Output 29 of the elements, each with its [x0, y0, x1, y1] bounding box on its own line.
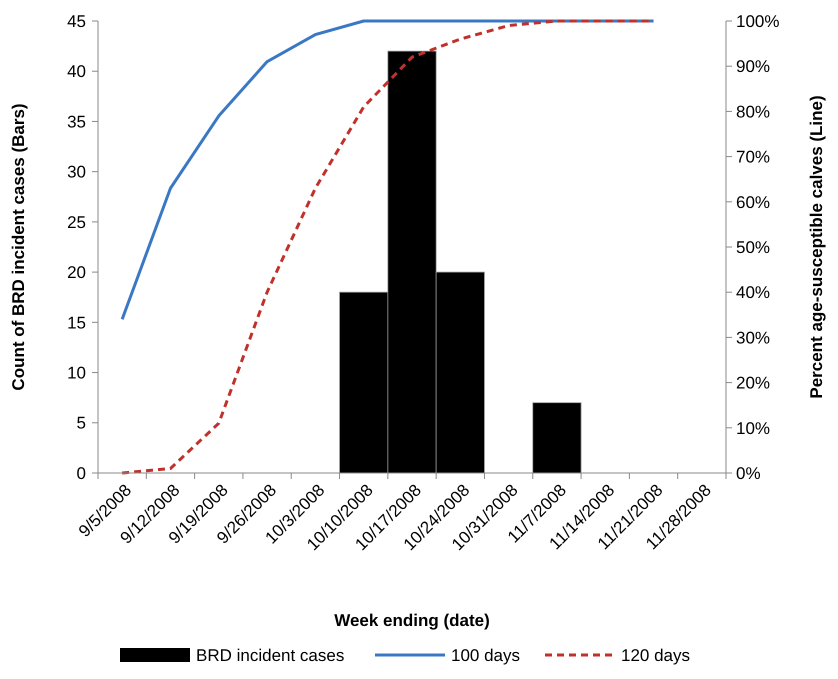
y2-tick-label: 0% — [736, 464, 761, 483]
y2-axis-title: Percent age-susceptible calves (Line) — [807, 95, 826, 399]
y-tick-label: 30 — [67, 162, 86, 182]
y2-tick-label: 10% — [736, 418, 770, 438]
y-tick-label: 40 — [67, 62, 86, 82]
y-axis-title: Count of BRD incident cases (Bars) — [9, 103, 28, 391]
y2-tick-label: 70% — [736, 148, 770, 167]
y2-tick-label: 40% — [736, 283, 770, 302]
bar — [532, 402, 582, 474]
y-tick-label: 10 — [67, 364, 86, 383]
y2-tick-label: 80% — [736, 102, 770, 122]
x-axis-title: Week ending (date) — [334, 611, 490, 630]
y-tick-label: 20 — [67, 263, 86, 282]
y-tick-label: 25 — [67, 212, 86, 232]
y2-tick-label: 30% — [736, 328, 770, 348]
y2-tick-label: 20% — [736, 374, 770, 393]
legend-label: 100 days — [451, 646, 520, 665]
y-tick-label: 35 — [67, 112, 86, 132]
y2-tick-label: 100% — [736, 12, 780, 31]
y-tick-label: 0 — [76, 464, 86, 483]
y-tick-label: 45 — [67, 12, 86, 31]
legend-label: BRD incident cases — [196, 646, 344, 665]
y2-tick-label: 50% — [736, 238, 770, 257]
y2-tick-label: 90% — [736, 57, 770, 76]
y-tick-label: 15 — [67, 313, 86, 332]
y2-tick-label: 60% — [736, 192, 770, 212]
line-series — [120, 20, 656, 321]
legend-label: 120 days — [621, 646, 690, 665]
y-tick-label: 5 — [76, 414, 86, 433]
